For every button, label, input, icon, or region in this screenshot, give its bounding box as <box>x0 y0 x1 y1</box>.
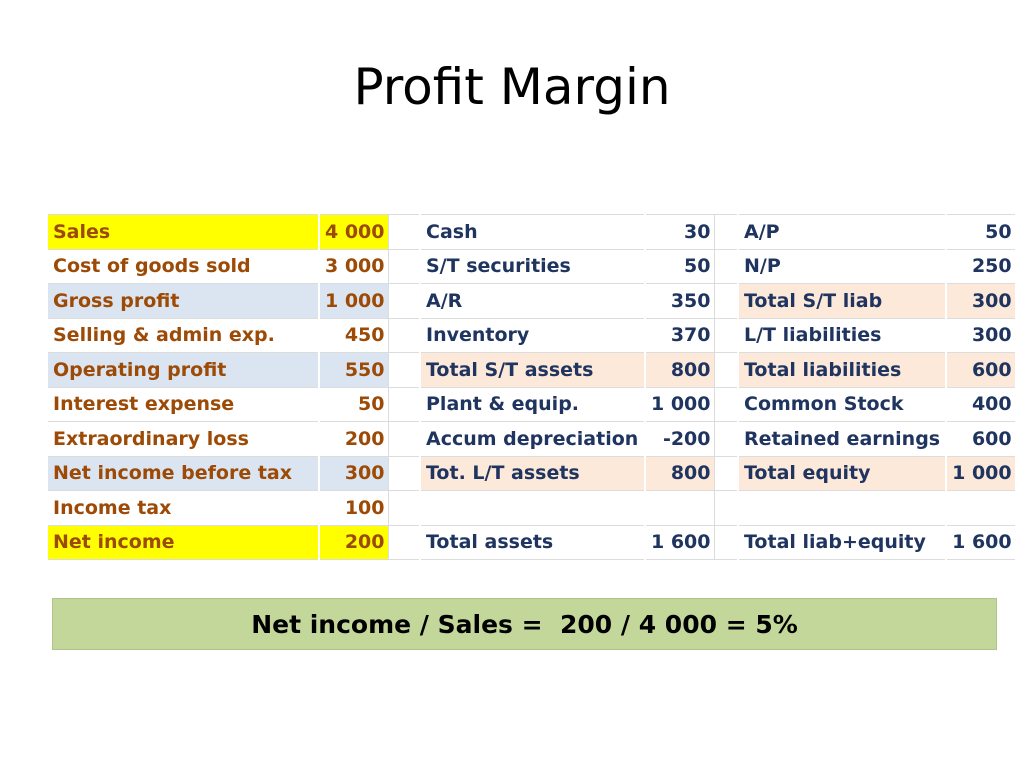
income-label: Cost of goods sold <box>46 248 319 284</box>
spacer-cell <box>387 421 421 457</box>
spacer-cell <box>387 214 421 250</box>
asset-value: -200 <box>644 421 714 457</box>
asset-label: Total assets <box>419 524 645 560</box>
table-row: Net income 200 Total assets 1 600 Total liab… <box>46 524 1015 560</box>
liability-label <box>736 490 947 526</box>
income-value: 100 <box>318 490 388 526</box>
asset-value: 350 <box>644 283 714 319</box>
liability-label: Common Stock <box>736 386 947 422</box>
table-row: Net income before tax 300 Tot. L/T assets 8… <box>46 455 1015 491</box>
income-value: 4 000 <box>318 214 388 250</box>
asset-value: 50 <box>644 248 714 284</box>
liability-value: 600 <box>945 352 1015 388</box>
spacer-cell <box>713 248 739 284</box>
liability-label: N/P <box>736 248 947 284</box>
asset-label: Tot. L/T assets <box>419 455 645 491</box>
income-value: 300 <box>318 455 388 491</box>
asset-value: 370 <box>644 317 714 353</box>
liability-label: A/P <box>736 214 947 250</box>
asset-value: 1 600 <box>644 524 714 560</box>
liability-label: Total S/T liab <box>736 283 947 319</box>
liability-label: Total liabilities <box>736 352 947 388</box>
asset-value: 1 000 <box>644 386 714 422</box>
table-row: Extraordinary loss 200 Accum depreciation -… <box>46 421 1015 457</box>
asset-value: 800 <box>644 352 714 388</box>
liability-value: 600 <box>945 421 1015 457</box>
asset-label: Cash <box>419 214 645 250</box>
spacer-cell <box>387 248 421 284</box>
asset-label: Plant & equip. <box>419 386 645 422</box>
spacer-cell <box>713 421 739 457</box>
spacer-cell <box>387 283 421 319</box>
spacer-cell <box>713 283 739 319</box>
income-value: 450 <box>318 317 388 353</box>
liability-value: 400 <box>945 386 1015 422</box>
table-row: Sales 4 000 Cash 30 A/P 50 <box>46 214 1015 250</box>
asset-value: 30 <box>644 214 714 250</box>
slide-title: Profit Margin <box>353 58 671 116</box>
income-label: Net income before tax <box>46 455 319 491</box>
table-row: Income tax 100 <box>46 490 1015 526</box>
spacer-cell <box>387 317 421 353</box>
spacer-cell <box>387 352 421 388</box>
liability-label: Total liab+equity <box>736 524 947 560</box>
income-value: 550 <box>318 352 388 388</box>
spacer-cell <box>387 524 421 560</box>
spacer-cell <box>713 352 739 388</box>
liability-label: L/T liabilities <box>736 317 947 353</box>
asset-label <box>419 490 645 526</box>
asset-value: 800 <box>644 455 714 491</box>
financial-statements-table: Sales 4 000 Cash 30 A/P 50 Cost of goods sold 3… <box>46 214 1015 560</box>
liability-label: Retained earnings <box>736 421 947 457</box>
income-value: 50 <box>318 386 388 422</box>
spacer-cell <box>713 524 739 560</box>
income-label: Gross profit <box>46 283 319 319</box>
income-label: Operating profit <box>46 352 319 388</box>
income-label: Selling & admin exp. <box>46 317 319 353</box>
asset-value <box>644 490 714 526</box>
spacer-cell <box>713 386 739 422</box>
spacer-cell <box>387 490 421 526</box>
asset-label: Total S/T assets <box>419 352 645 388</box>
spacer-cell <box>387 386 421 422</box>
income-label: Interest expense <box>46 386 319 422</box>
table-row: Interest expense 50 Plant & equip. 1 000 Com… <box>46 386 1015 422</box>
income-label: Extraordinary loss <box>46 421 319 457</box>
spacer-cell <box>387 455 421 491</box>
liability-value: 1 000 <box>945 455 1015 491</box>
income-label: Net income <box>46 524 319 560</box>
liability-label: Total equity <box>736 455 947 491</box>
income-label: Sales <box>46 214 319 250</box>
spacer-cell <box>713 455 739 491</box>
asset-label: S/T securities <box>419 248 645 284</box>
spacer-cell <box>713 214 739 250</box>
liability-value <box>945 490 1015 526</box>
asset-label: A/R <box>419 283 645 319</box>
income-value: 200 <box>318 524 388 560</box>
table-row: Gross profit 1 000 A/R 350 Total S/T liab 300 <box>46 283 1015 319</box>
table-row: Selling & admin exp. 450 Inventory 370 L/T l… <box>46 317 1015 353</box>
asset-label: Inventory <box>419 317 645 353</box>
liability-value: 1 600 <box>945 524 1015 560</box>
income-label: Income tax <box>46 490 319 526</box>
liability-value: 300 <box>945 283 1015 319</box>
liability-value: 50 <box>945 214 1015 250</box>
liability-value: 250 <box>945 248 1015 284</box>
asset-label: Accum depreciation <box>419 421 645 457</box>
income-value: 3 000 <box>318 248 388 284</box>
profit-margin-formula: Net income / Sales = 200 / 4 000 = 5% <box>52 598 997 650</box>
liability-value: 300 <box>945 317 1015 353</box>
table-row: Cost of goods sold 3 000 S/T securities 50 N… <box>46 248 1015 284</box>
spacer-cell <box>713 317 739 353</box>
income-value: 200 <box>318 421 388 457</box>
income-value: 1 000 <box>318 283 388 319</box>
table-row: Operating profit 550 Total S/T assets 800 To… <box>46 352 1015 388</box>
spacer-cell <box>713 490 739 526</box>
